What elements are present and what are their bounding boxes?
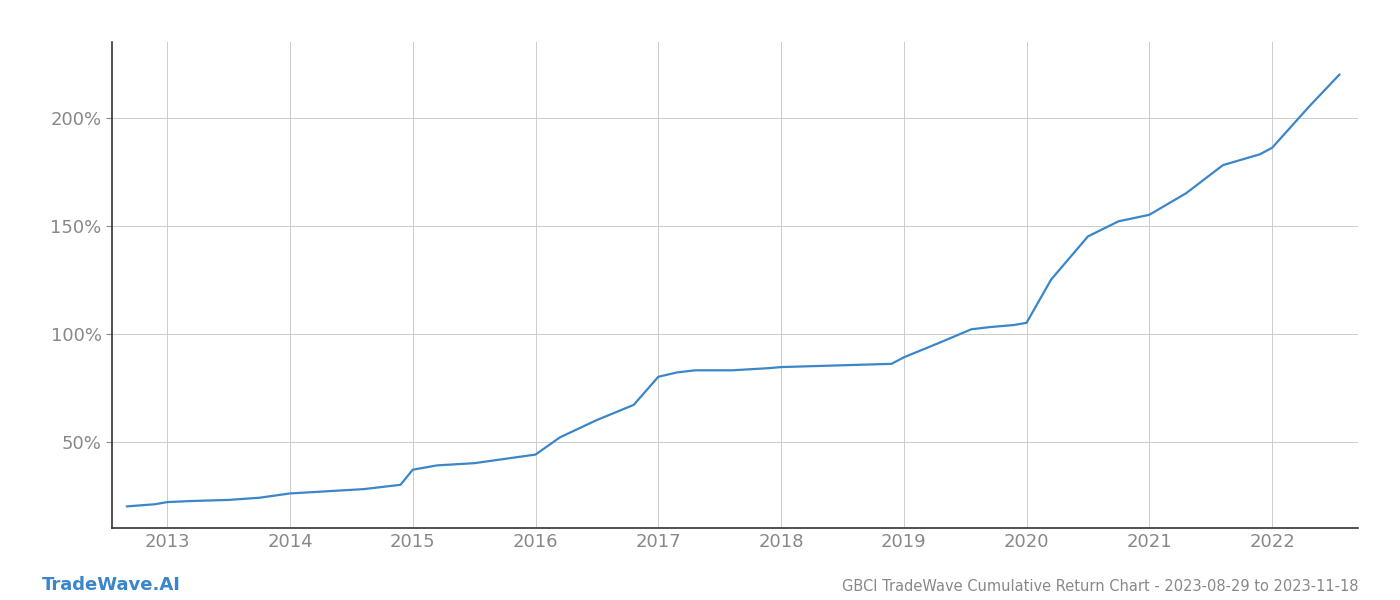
Text: TradeWave.AI: TradeWave.AI bbox=[42, 576, 181, 594]
Text: GBCI TradeWave Cumulative Return Chart - 2023-08-29 to 2023-11-18: GBCI TradeWave Cumulative Return Chart -… bbox=[841, 579, 1358, 594]
